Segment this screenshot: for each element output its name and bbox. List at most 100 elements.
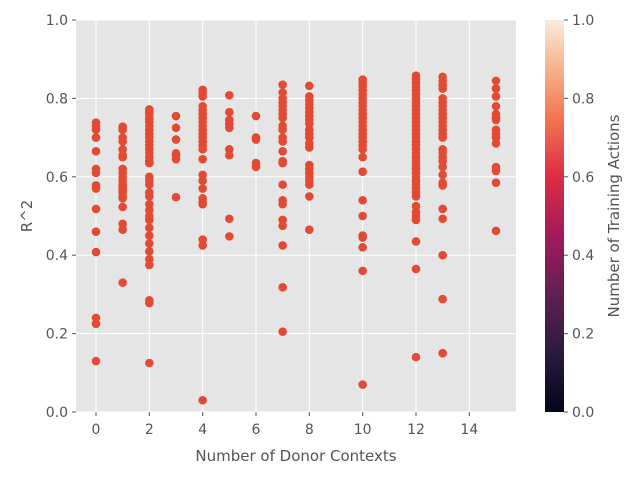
data-point <box>225 123 234 133</box>
x-tick-label: 8 <box>305 422 314 438</box>
data-point <box>278 147 287 156</box>
data-point <box>225 145 234 154</box>
data-point <box>145 254 154 264</box>
data-point <box>118 278 127 287</box>
x-tick-label: 12 <box>407 422 425 438</box>
data-point <box>91 168 101 178</box>
data-point <box>278 283 287 292</box>
data-point <box>358 243 367 252</box>
data-point <box>225 107 234 117</box>
colorbar <box>545 20 564 412</box>
data-point <box>278 137 287 146</box>
colorbar-tick-label: 0.6 <box>572 170 594 186</box>
data-point <box>91 147 101 156</box>
y-axis-label: R^2 <box>18 200 36 233</box>
data-point <box>91 356 101 366</box>
data-point <box>91 184 101 193</box>
data-point <box>145 358 154 368</box>
data-point <box>225 90 234 100</box>
data-point <box>198 199 207 209</box>
data-point <box>225 150 234 160</box>
x-tick-label: 2 <box>145 422 154 438</box>
colorbar-tick-label: 0.4 <box>572 248 594 264</box>
data-point <box>145 246 154 256</box>
data-point <box>491 166 501 176</box>
data-point <box>305 133 314 142</box>
data-point <box>145 158 154 168</box>
data-point <box>198 241 207 250</box>
data-point <box>491 84 501 93</box>
colorbar-tick-label: 0.0 <box>572 405 594 421</box>
data-point <box>171 123 181 133</box>
data-point <box>145 205 154 215</box>
data-point <box>251 111 261 121</box>
x-tick-label: 10 <box>354 422 372 438</box>
data-point <box>278 80 287 89</box>
data-point <box>198 154 207 164</box>
data-point <box>145 215 154 225</box>
data-point <box>145 231 154 240</box>
data-point <box>491 133 501 142</box>
data-point <box>118 225 127 235</box>
data-point <box>225 232 234 241</box>
data-point <box>411 215 421 225</box>
y-tick-label: 0.6 <box>46 170 68 186</box>
colorbar-ticks: 0.0 0.2 0.4 0.6 0.8 1.0 <box>564 13 594 421</box>
data-points <box>91 71 501 405</box>
data-point <box>145 239 154 248</box>
data-point <box>358 145 367 154</box>
data-point <box>278 241 287 250</box>
data-point <box>438 133 447 142</box>
data-point <box>438 294 447 304</box>
data-point <box>118 145 127 154</box>
data-point <box>491 178 501 187</box>
data-point <box>198 170 207 180</box>
data-point <box>358 196 367 205</box>
data-point <box>91 319 101 329</box>
x-axis-label: Number of Donor Contexts <box>195 447 396 465</box>
data-point <box>251 135 261 144</box>
data-point <box>145 298 154 308</box>
data-point <box>171 154 181 164</box>
data-point <box>438 250 447 260</box>
data-point <box>145 223 154 233</box>
colorbar-tick-label: 1.0 <box>572 13 594 29</box>
data-point <box>278 125 287 135</box>
data-point <box>411 201 421 211</box>
data-point <box>171 192 181 202</box>
data-point <box>358 233 367 242</box>
data-point <box>145 180 154 189</box>
data-point <box>171 111 181 121</box>
data-point <box>438 214 447 224</box>
x-tick-label: 0 <box>92 422 101 438</box>
data-point <box>278 327 287 336</box>
data-point <box>305 180 314 189</box>
data-point <box>278 180 287 189</box>
data-point <box>118 202 127 212</box>
data-point <box>91 313 101 323</box>
data-point <box>358 167 367 177</box>
data-point <box>305 192 314 201</box>
data-point <box>438 156 447 166</box>
data-point <box>358 152 367 162</box>
data-point <box>438 348 447 358</box>
data-point <box>145 192 154 201</box>
data-point <box>491 139 501 148</box>
data-point <box>438 204 447 214</box>
data-point <box>198 184 207 193</box>
data-point <box>305 81 314 91</box>
colorbar-tick-label: 0.8 <box>572 91 594 107</box>
data-point <box>91 204 101 214</box>
data-point <box>491 92 501 101</box>
data-point <box>411 237 421 246</box>
data-point <box>198 395 207 405</box>
data-point <box>438 181 447 190</box>
data-point <box>491 76 501 86</box>
data-point <box>305 225 314 235</box>
data-point <box>198 176 207 186</box>
data-point <box>198 92 207 101</box>
data-point <box>91 125 101 135</box>
x-axis-ticks: 0 2 4 6 8 10 12 14 <box>92 412 478 438</box>
data-point <box>118 137 127 146</box>
